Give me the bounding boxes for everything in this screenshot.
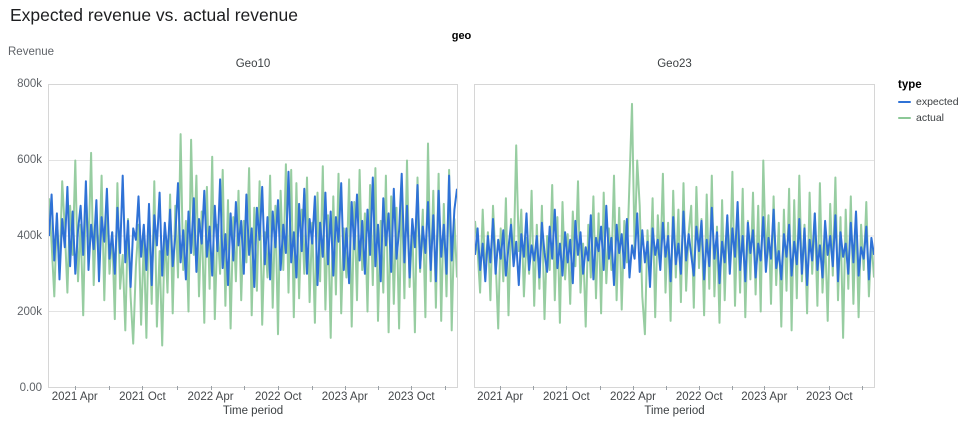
line-chart-panel-geo23: 2021 Apr 2021 Oct 2022 Apr 2022 Oct 2023 Apr… xyxy=(474,84,875,403)
x-axis-tick xyxy=(411,386,413,390)
x-axis-tick xyxy=(74,386,76,390)
x-axis-tick xyxy=(344,386,346,390)
x-axis-tick xyxy=(862,386,864,390)
y-tick-label: 0.00 xyxy=(19,382,42,394)
x-axis-tick xyxy=(500,386,502,390)
legend: type expected actual xyxy=(898,79,958,128)
x-tick-label: 2021 Apr xyxy=(477,391,524,403)
facet-header-label: geo xyxy=(451,30,472,42)
x-axis-tick xyxy=(829,386,831,390)
x-axis-tick xyxy=(699,386,701,390)
x-axis-title-geo23: Time period xyxy=(644,405,705,417)
x-axis-tick xyxy=(378,386,380,390)
x-tick-label: 2021 Oct xyxy=(543,391,590,403)
x-axis-tick xyxy=(312,386,314,390)
x-axis-tick xyxy=(732,386,734,390)
x-tick-label: 2023 Oct xyxy=(805,391,853,403)
x-axis-tick xyxy=(278,386,280,390)
expected-line xyxy=(49,170,457,288)
y-tick-label: 200k xyxy=(17,306,42,318)
panel-title-geo23: Geo23 xyxy=(657,58,692,70)
legend-item-expected: expected xyxy=(898,96,958,108)
x-axis-title-geo10: Time period xyxy=(222,405,284,417)
x-tick-label: 2022 Oct xyxy=(675,391,723,403)
y-tick-label: 600k xyxy=(17,154,42,166)
x-tick-label: 2023 Apr xyxy=(741,391,788,403)
x-tick-label: 2023 Apr xyxy=(321,391,368,403)
x-tick-label: 2022 Apr xyxy=(187,391,234,403)
x-axis-tick xyxy=(244,386,246,390)
x-axis-tick xyxy=(176,386,178,390)
x-tick-label: 2022 Oct xyxy=(254,391,302,403)
x-axis-tick xyxy=(666,386,668,390)
page-title: Expected revenue vs. actual revenue xyxy=(10,5,298,25)
chart-canvas xyxy=(475,102,874,339)
expected-line xyxy=(475,201,874,288)
expected-line-swatch-icon xyxy=(898,100,911,104)
line-chart-panel-geo10: 2021 Apr 2021 Oct 2022 Apr 2022 Oct 2023 Apr… xyxy=(48,84,458,403)
x-axis-tick xyxy=(633,386,634,390)
x-axis-tick xyxy=(445,386,447,390)
legend-item-actual: actual xyxy=(898,112,958,124)
actual-line-swatch-icon xyxy=(898,116,911,120)
x-axis-tick xyxy=(764,386,766,390)
x-axis-tick xyxy=(142,386,144,390)
legend-label-expected: expected xyxy=(916,96,958,108)
x-axis-tick xyxy=(210,386,212,390)
x-axis-tick xyxy=(796,386,798,390)
legend-title: type xyxy=(898,79,922,91)
x-axis-tick xyxy=(599,386,601,390)
x-axis-tick xyxy=(108,386,110,390)
x-axis-tick xyxy=(566,386,568,390)
legend-label-actual: actual xyxy=(916,112,945,124)
x-tick-label: 2021 Apr xyxy=(51,391,98,403)
y-tick-label: 400k xyxy=(17,230,42,242)
y-tick-label: 800k xyxy=(17,78,42,90)
chart-canvas xyxy=(49,133,457,347)
panel-title-geo10: Geo10 xyxy=(235,58,271,70)
x-tick-label: 2021 Oct xyxy=(119,391,166,403)
x-tick-label: 2023 Oct xyxy=(387,391,435,403)
x-tick-label: 2022 Apr xyxy=(609,391,657,403)
x-axis-tick xyxy=(533,386,535,390)
y-axis-title: Revenue xyxy=(8,46,55,58)
